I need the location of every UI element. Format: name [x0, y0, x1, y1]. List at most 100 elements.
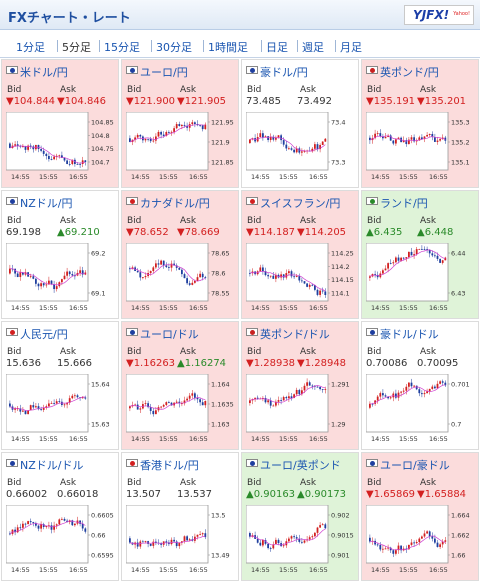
rate-card[interactable]: 米ドル/円 Bid Ask ▼104.844 ▼104.846 104.85 104.8 10…: [1, 59, 119, 188]
x-tick-label: 15:55: [399, 435, 418, 443]
candle-body: [175, 541, 178, 547]
rate-card[interactable]: NZドル/円 Bid Ask 69.198 ▲69.210 69.2 69.1 14:55 15…: [1, 190, 119, 319]
rate-card[interactable]: 豪ドル/円 Bid Ask 73.485 73.492 73.4 73.3 14:55 15:5…: [241, 59, 359, 188]
candle-body: [280, 400, 282, 401]
mini-candlestick-chart[interactable]: 69.2 69.1 14:55 15:55 16:55: [6, 243, 116, 315]
candle-body: [191, 282, 194, 285]
mini-candlestick-chart[interactable]: 1.664 1.662 1.66 14:55 15:55 16:55: [366, 505, 476, 577]
tab-6[interactable]: 週足: [302, 41, 324, 54]
candle-body: [324, 138, 327, 142]
rate-card[interactable]: ランド/円 Bid Ask ▲6.435 ▲6.448 6.44 6.43 14:55 15:5…: [361, 190, 479, 319]
currency-pair-link[interactable]: 英ポンド/円: [380, 66, 439, 79]
candle-body: [76, 395, 79, 398]
candle-body: [376, 544, 379, 546]
candle-body: [301, 390, 303, 395]
rate-card[interactable]: スイスフラン/円 Bid Ask ▼114.187 ▼114.205 114.25 114.…: [241, 190, 359, 319]
rate-card[interactable]: 英ポンド/ドル Bid Ask ▼1.28938 ▼1.28948 1.291 1.29 14…: [241, 321, 359, 450]
mini-candlestick-chart[interactable]: 135.3 135.2 135.1 14:55 15:55 16:55: [366, 112, 476, 184]
candle-body: [79, 164, 81, 165]
tab-0[interactable]: 1分足: [16, 41, 45, 54]
currency-pair-link[interactable]: 香港ドル/円: [140, 459, 199, 472]
tab-7[interactable]: 月足: [340, 41, 362, 54]
currency-pair-link[interactable]: 米ドル/円: [20, 66, 68, 79]
mini-candlestick-chart[interactable]: 15.64 15.63 14:55 15:55 16:55: [6, 374, 116, 446]
candle-body: [431, 386, 434, 389]
candle-body: [267, 136, 269, 141]
candle-body: [16, 273, 19, 278]
bid-label: Bid: [367, 216, 382, 226]
currency-pair-link[interactable]: 豪ドル/ドル: [380, 328, 439, 341]
tab-3[interactable]: 30分足: [156, 41, 192, 54]
rate-card[interactable]: NZドル/ドル Bid Ask 0.66002 0.66018 0.6605 0.66 0.6…: [1, 452, 119, 581]
candle-body: [186, 398, 188, 401]
mini-candlestick-chart[interactable]: 73.4 73.3 14:55 15:55 16:55: [246, 112, 356, 184]
x-tick-label: 16:55: [429, 566, 448, 574]
currency-pair-link[interactable]: ユーロ/英ポンド: [260, 459, 341, 472]
rate-card[interactable]: 英ポンド/円 Bid Ask ▼135.191 ▼135.201 135.3 135.2 13…: [361, 59, 479, 188]
mini-candlestick-chart[interactable]: 121.95 121.9 121.85 14:55 15:55 16:55: [126, 112, 236, 184]
candle-body: [280, 543, 282, 547]
candle-body: [295, 276, 298, 278]
currency-pair-link[interactable]: ランド/円: [380, 197, 428, 210]
candle-body: [152, 541, 155, 546]
candle-body: [282, 140, 285, 145]
currency-pair-link[interactable]: ユーロ/円: [140, 66, 188, 79]
currency-pair-link[interactable]: 英ポンド/ドル: [260, 328, 330, 341]
tab-1[interactable]: 5分足: [62, 41, 91, 54]
au-flag-icon: [246, 66, 258, 74]
mini-candlestick-chart[interactable]: 6.44 6.43 14:55 15:55 16:55: [366, 243, 476, 315]
rate-card[interactable]: ユーロ/円 Bid Ask ▼121.900 ▼121.905 121.95 121.9 12…: [121, 59, 239, 188]
candle-body: [436, 383, 439, 389]
candle-body: [434, 538, 436, 543]
currency-pair-link[interactable]: 豪ドル/円: [260, 66, 308, 79]
candle-body: [68, 398, 71, 403]
mini-candlestick-chart[interactable]: 0.6605 0.66 0.6595 14:55 15:55 16:55: [6, 505, 116, 577]
tab-2[interactable]: 15分足: [104, 41, 140, 54]
mini-candlestick-chart[interactable]: 0.902 0.9015 0.901 14:55 15:55 16:55: [246, 505, 356, 577]
bid-label: Bid: [247, 216, 262, 226]
candle-body: [321, 290, 324, 292]
candle-body: [298, 276, 301, 281]
currency-pair-link[interactable]: 人民元/円: [20, 328, 68, 341]
x-tick-label: 15:55: [39, 435, 58, 443]
candle-body: [170, 402, 173, 406]
mini-candlestick-chart[interactable]: 13.5 13.49 14:55 15:55 16:55: [126, 505, 236, 577]
mini-candlestick-chart[interactable]: 104.85 104.8 104.75 104.7 14:55 15:55 16:55: [6, 112, 116, 184]
candle-body: [68, 164, 71, 165]
currency-pair-link[interactable]: スイスフラン/円: [260, 197, 341, 210]
x-tick-label: 15:55: [279, 173, 298, 181]
rate-card[interactable]: 人民元/円 Bid Ask 15.636 15.666 15.64 15.63 14:55 15…: [1, 321, 119, 450]
tab-separator: [151, 40, 152, 52]
currency-pair-link[interactable]: ユーロ/豪ドル: [380, 459, 450, 472]
currency-pair-link[interactable]: ユーロ/ドル: [140, 328, 199, 341]
mini-candlestick-chart[interactable]: 1.291 1.29 14:55 15:55 16:55: [246, 374, 356, 446]
yjfx-logo[interactable]: YJFX! Yahoo!: [404, 5, 474, 25]
bid-label: Bid: [247, 478, 262, 488]
rate-card[interactable]: ユーロ/英ポンド Bid Ask ▲0.90163 ▲0.90173 0.902 0.901…: [241, 452, 359, 581]
bid-value: ▼1.16263: [126, 358, 176, 369]
candle-body: [264, 397, 267, 403]
candle-body: [436, 140, 439, 142]
tab-5[interactable]: 日足: [266, 41, 288, 54]
rate-card[interactable]: 香港ドル/円 Bid Ask 13.507 13.537 13.5 13.49 14:55 15…: [121, 452, 239, 581]
candle-body: [139, 541, 142, 547]
candle-body: [155, 541, 157, 543]
candle-body: [68, 271, 71, 275]
currency-pair-link[interactable]: NZドル/円: [20, 197, 73, 210]
currency-pair-link[interactable]: NZドル/ドル: [20, 459, 84, 472]
candle-body: [58, 155, 61, 157]
rate-card[interactable]: ユーロ/豪ドル Bid Ask ▼1.65869 ▼1.65884 1.664 1.662 1…: [361, 452, 479, 581]
mini-candlestick-chart[interactable]: 78.65 78.6 78.55 14:55 15:55 16:55: [126, 243, 236, 315]
rate-card[interactable]: カナダドル/円 Bid Ask ▼78.652 ▼78.669 78.65 78.6 78.5…: [121, 190, 239, 319]
rate-card[interactable]: ユーロ/ドル Bid Ask ▼1.16263 ▲1.16274 1.164 1.1635 1…: [121, 321, 239, 450]
y-tick-label: 114.25: [331, 250, 354, 258]
rate-card[interactable]: 豪ドル/ドル Bid Ask 0.70086 0.70095 0.701 0.7 14:55 1…: [361, 321, 479, 450]
candle-body: [37, 144, 40, 150]
currency-pair-link[interactable]: カナダドル/円: [140, 197, 210, 210]
mini-candlestick-chart[interactable]: 114.25 114.2 114.15 114.1 14:55 15:55 16:55: [246, 243, 356, 315]
candle-body: [256, 538, 259, 543]
mini-candlestick-chart[interactable]: 1.164 1.1635 1.163 14:55 15:55 16:55: [126, 374, 236, 446]
tab-4[interactable]: 1時間足: [208, 41, 248, 54]
candle-body: [204, 533, 207, 538]
mini-candlestick-chart[interactable]: 0.701 0.7 14:55 15:55 16:55: [366, 374, 476, 446]
